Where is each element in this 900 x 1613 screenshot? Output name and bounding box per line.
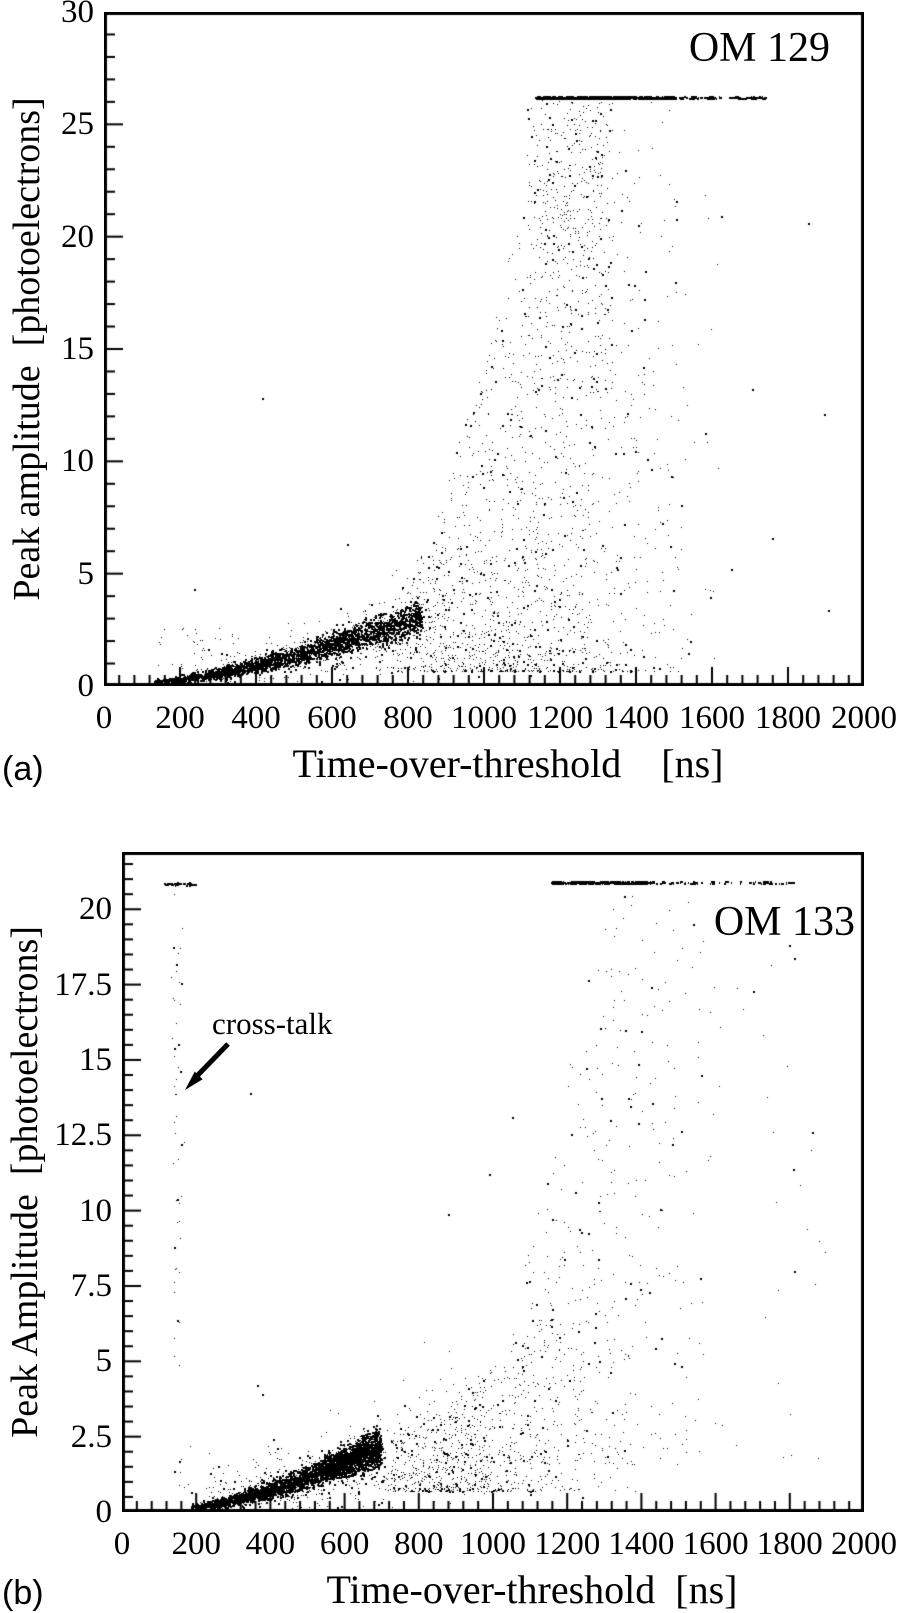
x-tick-label: 1600 — [682, 1526, 749, 1562]
panel-a-om-label: OM 129 — [688, 25, 830, 71]
x-tick-label: 1400 — [608, 1526, 675, 1562]
panel-a-x-axis-title: Time-over-threshold [ns] — [292, 741, 724, 786]
y-tick-label: 5 — [77, 555, 95, 592]
x-tick-label: 600 — [307, 700, 357, 736]
panel-b-letter: (b) — [2, 1574, 44, 1612]
y-tick-label: 2.5 — [70, 1418, 112, 1455]
scatter-canvas-b — [122, 852, 864, 1512]
x-tick-label: 1200 — [527, 700, 593, 736]
x-tick-label: 400 — [245, 1526, 296, 1562]
y-tick-label: 5 — [95, 1343, 113, 1380]
panel-b-x-axis-title: Time-over-threshold [ns] — [326, 1567, 738, 1612]
y-tick-label: 15 — [61, 331, 94, 367]
y-tick-label: 0 — [95, 1494, 113, 1530]
x-tick-label: 400 — [231, 700, 281, 736]
x-tick-label: 1800 — [755, 700, 821, 736]
x-tick-label: 200 — [155, 700, 205, 736]
y-tick-label: 7.5 — [70, 1267, 112, 1304]
panel-a-plot-area — [104, 12, 864, 686]
panel-a-letter: (a) — [2, 750, 44, 788]
x-tick-label: 200 — [171, 1526, 221, 1562]
x-tick-label: 0 — [95, 700, 113, 736]
x-tick-label: 1400 — [603, 700, 669, 736]
panel-b-om-label: OM 133 — [713, 899, 855, 945]
x-tick-label: 800 — [383, 700, 433, 736]
x-tick-label: 1200 — [534, 1526, 601, 1562]
panel-b-plot-area — [122, 852, 864, 1512]
y-tick-label: 15 — [79, 1041, 112, 1078]
x-tick-label: 2000 — [831, 1526, 897, 1562]
y-tick-label: 12.5 — [54, 1117, 112, 1154]
cross-talk-arrow-icon — [185, 1042, 230, 1090]
y-tick-label: 20 — [79, 891, 112, 928]
cross-talk-annotation: cross-talk — [212, 1006, 333, 1041]
y-tick-label: 10 — [61, 443, 94, 480]
x-tick-label: 0 — [113, 1526, 131, 1562]
y-tick-label: 20 — [61, 218, 94, 255]
x-tick-label: 1000 — [460, 1526, 526, 1562]
x-tick-label: 800 — [394, 1526, 444, 1562]
y-tick-label: 25 — [61, 106, 94, 143]
x-tick-label: 1800 — [756, 1526, 823, 1562]
x-tick-label: 600 — [319, 1526, 370, 1562]
y-tick-label: 0 — [77, 668, 95, 704]
x-tick-label: 1000 — [451, 700, 517, 736]
y-tick-label: 30 — [61, 0, 94, 30]
y-tick-label: 17.5 — [54, 966, 112, 1003]
y-tick-label: 10 — [79, 1192, 112, 1229]
x-tick-label: 1600 — [679, 700, 745, 736]
scatter-canvas-a — [104, 12, 864, 686]
x-tick-label: 2000 — [831, 700, 897, 736]
